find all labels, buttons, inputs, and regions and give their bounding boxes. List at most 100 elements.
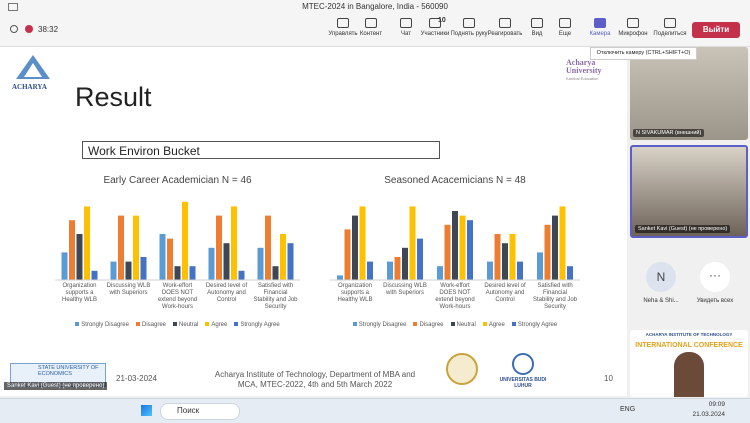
banner-title: INTERNATIONAL CONFERENCE [635,342,743,349]
toolbar-button[interactable]: Чат [386,18,426,37]
bar [417,238,423,280]
window-icon [8,3,18,11]
legend-item: Neutral [173,322,198,328]
page-number: 10 [604,374,613,383]
participant-figure [674,352,704,397]
bar [272,266,279,280]
button-icon [559,18,571,28]
category-label: Organization supports a Healthy WLB [337,283,373,303]
bar [231,206,237,280]
bar [91,270,98,280]
bar [352,215,358,280]
button-icon [594,18,606,28]
category-label: Satisfied with Financial Stability and J… [253,283,298,310]
legend-label: Disagree [141,322,166,328]
participant-name: Sanket Kavi (Guest) (не проверено) [635,225,731,233]
bar [509,234,516,280]
button-label: Камера [589,31,611,37]
toolbar-button[interactable]: Поделиться [650,18,690,37]
bar [467,220,473,280]
chart: Seasoned Acacemicians N = 48 Organization… [330,172,580,332]
bar [125,261,132,280]
bar [159,234,166,280]
bar [552,215,558,280]
bar [402,247,408,280]
avatar[interactable]: N [646,262,676,292]
legend-label: Strongly Agree [240,322,280,328]
bar [337,275,343,280]
toolbar-button[interactable]: Реагировать [485,18,525,37]
bar [223,243,230,280]
legend-swatch [511,322,516,326]
button-label: Вид [531,31,543,37]
slide-title: Result [75,82,152,112]
bar [359,206,366,280]
footer-logo-right: UNIVERSITAS BUDI LUHUR [499,377,547,389]
legend-label: Strongly Disagree [358,322,407,328]
footer-seal [446,353,478,385]
button-label: Еще [558,31,572,37]
participant-count: 10 [438,17,446,24]
toolbar-button[interactable]: Поднять руку [449,18,489,37]
category-label: Satisfied with Financial Stability and J… [532,283,578,310]
video-tile[interactable]: ACHARYA INSTITUTE OF TECHNOLOGY INTERNAT… [630,330,748,397]
button-label: Контент [359,31,383,37]
button-icon [531,18,543,28]
legend-label: Agree [211,322,228,328]
video-tile[interactable]: Sanket Kavi (Guest) (не проверено) [630,145,748,238]
see-all[interactable]: Увидеть всех [696,298,734,304]
bar [559,206,566,280]
toolbar-button[interactable]: Управлять [323,18,363,37]
record-icon [25,25,33,33]
legend-label: Agree [488,322,505,328]
toolbar-button[interactable]: Контент [351,18,391,37]
presenter-tag: Sanket Kavi (Guest) (не проверено) [4,382,108,390]
legend-swatch [352,322,357,326]
toolbar-button[interactable]: Камера [580,18,620,37]
bar [69,220,75,280]
tooltip: Отключить камеру (CTRL+SHIFT+O) [590,47,697,60]
button-label: Чат [401,31,411,37]
bar [174,266,181,280]
shield-icon [10,25,18,33]
legend-label: Disagree [419,322,444,328]
slide: ACHARYA Acharya University Kambal Educat… [0,47,627,396]
legend-swatch [135,322,140,326]
more-button[interactable]: ··· [700,262,730,292]
legend: Strongly Disagree Disagree Neutral Agree Str… [55,322,300,328]
legend: Strongly Disagree Disagree Neutral Agree Str… [330,322,580,328]
toolbar-button[interactable]: Участники [415,18,455,37]
button-label: Участники [420,31,450,37]
bar [437,266,443,280]
plot [330,206,580,281]
button-icon [499,18,511,28]
video-tile[interactable]: N SIVAKUMAR (внешний) [630,47,748,140]
participant-name: N SIVAKUMAR (внешний) [633,129,705,137]
bar [110,261,117,280]
legend-label: Neutral [456,322,476,328]
legend-swatch [234,322,239,326]
legend-swatch [482,322,487,326]
category-label: Desired level of Autonomy and Control [205,283,248,303]
bar [344,229,351,280]
bar [502,243,508,280]
clock-time: 09:09 [708,401,725,408]
bar [265,215,271,280]
bar [517,261,523,280]
toolbar-button[interactable]: Еще [545,18,585,37]
bar [280,234,286,280]
legend-item: Strongly Agree [234,322,280,328]
meeting-timer: 38:32 [38,25,59,34]
leave-button[interactable]: Выйти [692,22,740,38]
legend-swatch [75,322,80,326]
search-box[interactable] [160,403,240,420]
button-label: Управлять [328,31,358,37]
category-label: Discussing WLB with Superiors [383,283,427,296]
chart: Early Career Academician N = 46 Organizat… [55,172,300,332]
toolbar-button[interactable]: Вид [517,18,557,37]
legend-swatch [413,322,418,326]
category-label: Work-effort DOES NOT extend beyond Work-… [435,283,475,310]
bar [216,215,222,280]
start-button[interactable] [141,405,152,416]
toolbar-button[interactable]: Микрофон [613,18,653,37]
